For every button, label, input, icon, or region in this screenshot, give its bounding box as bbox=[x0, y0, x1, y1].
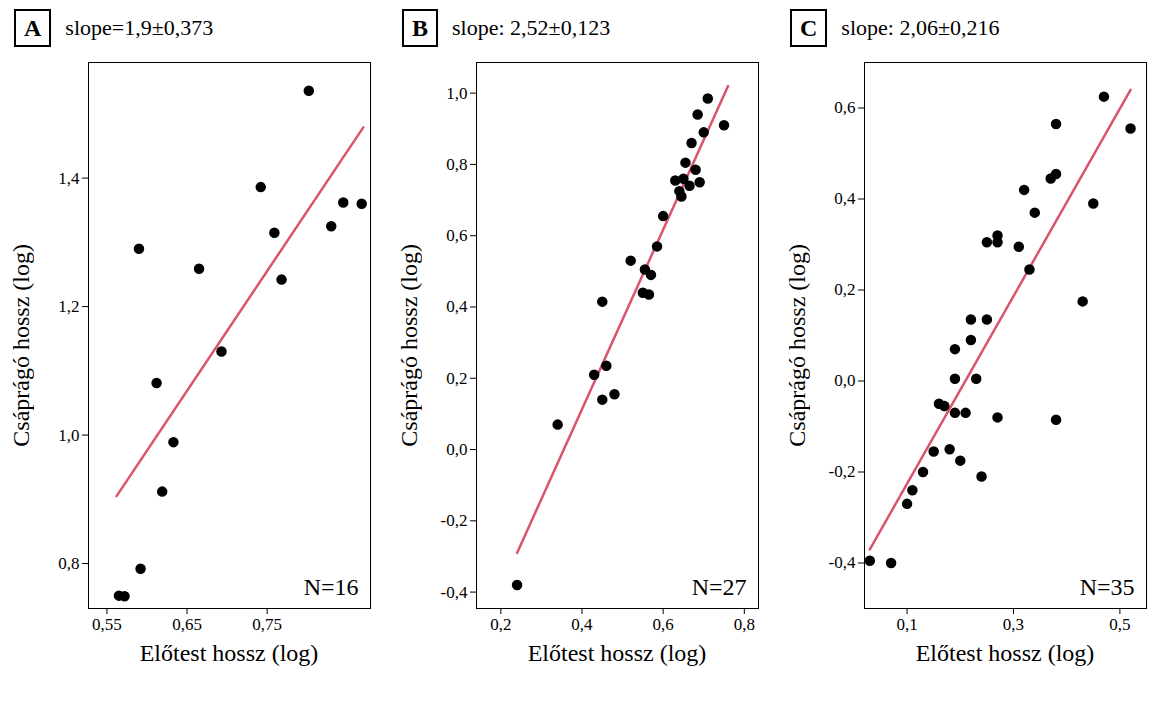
html-text:Csáprágó hossz (log): Csáprágó hossz (log) bbox=[783, 243, 810, 447]
html-text:C: C bbox=[800, 15, 818, 41]
svg-text:1,0: 1,0 bbox=[446, 84, 467, 103]
svg-text:0,0: 0,0 bbox=[834, 371, 855, 390]
svg-text:-0,4: -0,4 bbox=[441, 583, 468, 602]
svg-text:-0,4: -0,4 bbox=[829, 553, 856, 572]
svg-text:0,2: 0,2 bbox=[490, 615, 511, 634]
svg-text:0,4: 0,4 bbox=[446, 297, 468, 316]
svg-text:0,4: 0,4 bbox=[571, 615, 593, 634]
html-text:Csáprágó hossz (log): Csáprágó hossz (log) bbox=[395, 243, 422, 447]
svg-text:0,3: 0,3 bbox=[1003, 615, 1024, 634]
html-text:Előtest hossz (log): Előtest hossz (log) bbox=[915, 640, 1095, 666]
svg-text:0,6: 0,6 bbox=[834, 98, 855, 117]
svg-text:0,4: 0,4 bbox=[834, 189, 856, 208]
html-text:A: A bbox=[24, 15, 42, 41]
svg-text:0,6: 0,6 bbox=[653, 615, 674, 634]
html-text:Csáprágó hossz (log): Csáprágó hossz (log) bbox=[7, 243, 34, 447]
svg-text:0,5: 0,5 bbox=[1109, 615, 1130, 634]
svg-text:0,1: 0,1 bbox=[896, 615, 917, 634]
html-text:slope: 2,52±0,123: slope: 2,52±0,123 bbox=[452, 15, 611, 40]
svg-text:1,2: 1,2 bbox=[58, 297, 79, 316]
html-text:slope=1,9±0,373: slope=1,9±0,373 bbox=[65, 15, 214, 40]
svg-text:1,4: 1,4 bbox=[58, 169, 80, 188]
svg-text:0,6: 0,6 bbox=[446, 226, 467, 245]
svg-text:0,55: 0,55 bbox=[92, 615, 122, 634]
svg-text:0,8: 0,8 bbox=[446, 155, 467, 174]
svg-text:1,0: 1,0 bbox=[58, 426, 79, 445]
html-text:B: B bbox=[412, 15, 428, 41]
svg-text:N=16: N=16 bbox=[304, 574, 359, 600]
svg-text:0,8: 0,8 bbox=[734, 615, 755, 634]
svg-text:0,8: 0,8 bbox=[58, 554, 79, 573]
html-text:Előtest hossz (log): Előtest hossz (log) bbox=[527, 640, 707, 666]
svg-text:N=27: N=27 bbox=[692, 574, 747, 600]
svg-text:0,65: 0,65 bbox=[172, 615, 202, 634]
svg-text:N=35: N=35 bbox=[1080, 574, 1135, 600]
svg-text:0,0: 0,0 bbox=[446, 440, 467, 459]
svg-text:-0,2: -0,2 bbox=[441, 511, 468, 530]
html-text:slope: 2,06±0,216: slope: 2,06±0,216 bbox=[841, 15, 1000, 40]
html-text:Előtest hossz (log): Előtest hossz (log) bbox=[139, 640, 319, 666]
svg-text:0,75: 0,75 bbox=[252, 615, 282, 634]
svg-text:0,2: 0,2 bbox=[446, 369, 467, 388]
svg-text:-0,2: -0,2 bbox=[829, 462, 856, 481]
svg-text:0,2: 0,2 bbox=[834, 280, 855, 299]
